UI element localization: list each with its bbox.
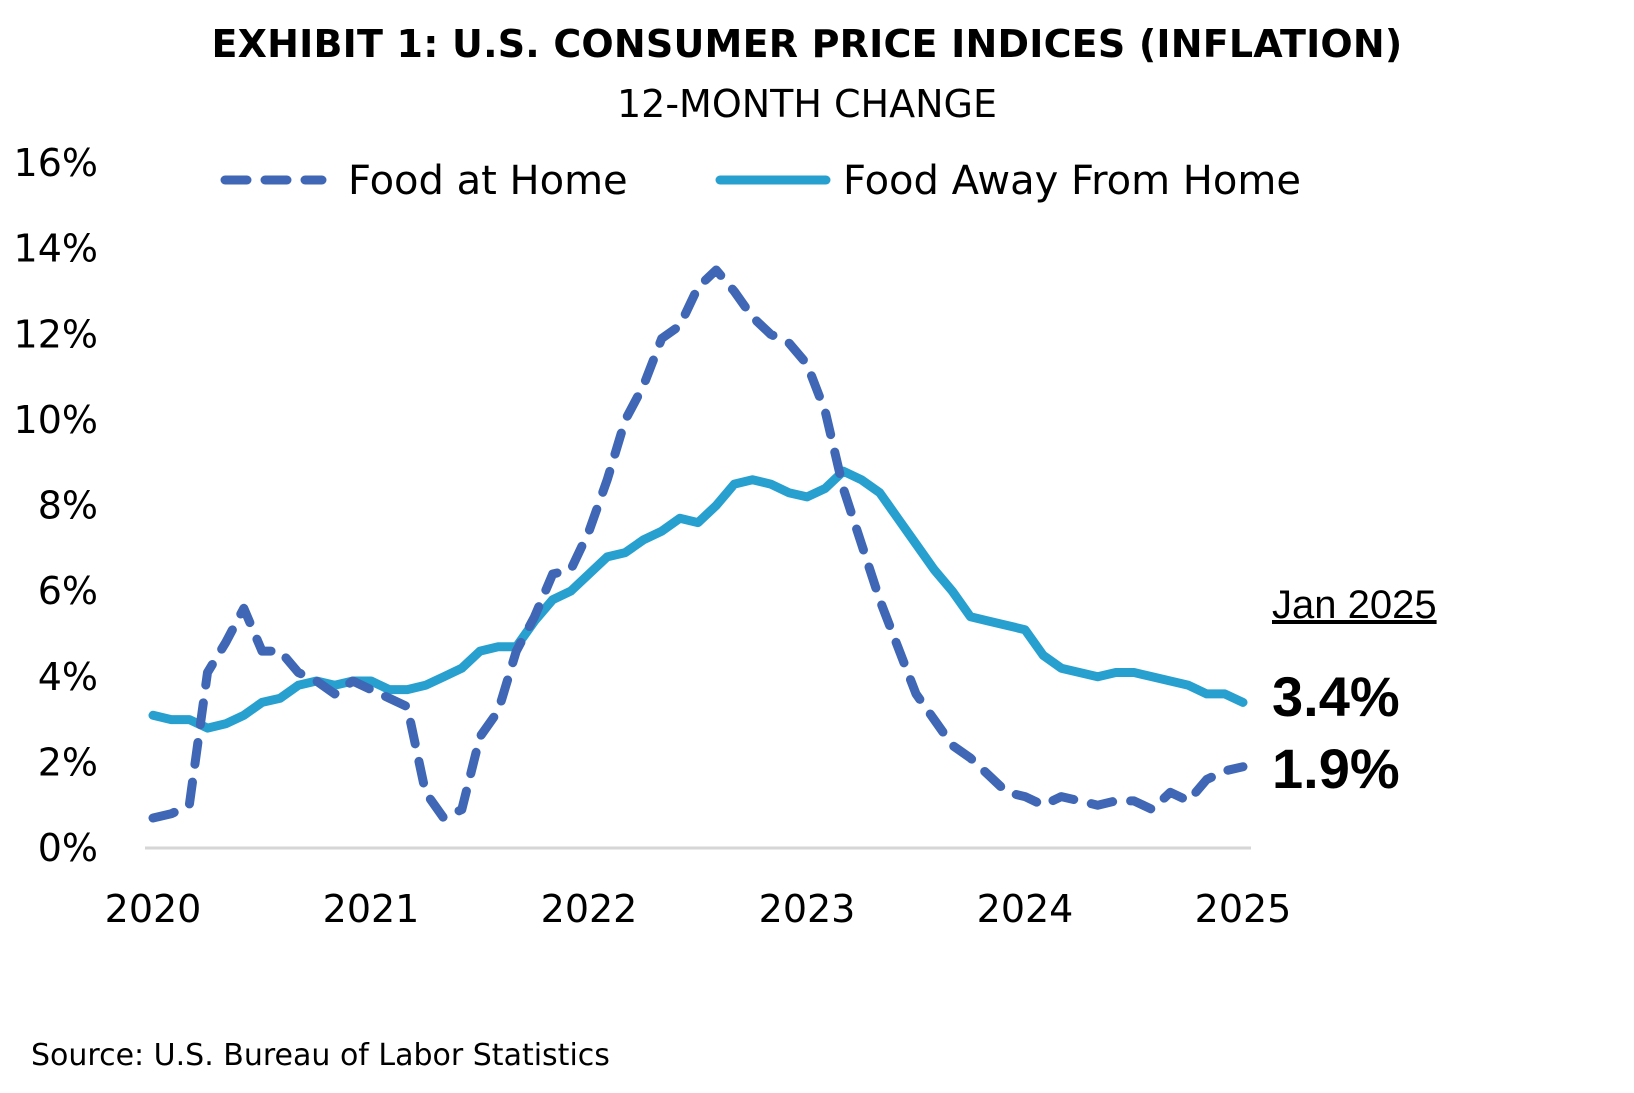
series-layer: [148, 265, 1248, 823]
x-tick-label: 2020: [105, 887, 202, 931]
legend-label: Food Away From Home: [843, 158, 1301, 204]
annotation-value: 1.9%: [1272, 737, 1400, 800]
legend-item: Food at Home: [220, 158, 628, 204]
x-tick-label: 2022: [541, 887, 638, 931]
legend-item: Food Away From Home: [715, 158, 1301, 204]
source-note: Source: U.S. Bureau of Labor Statistics: [31, 1038, 610, 1073]
series-line-food-at-home: [148, 265, 1248, 823]
chart-title: EXHIBIT 1: U.S. CONSUMER PRICE INDICES (…: [211, 22, 1403, 66]
y-tick-label: 0%: [38, 826, 98, 870]
end-annotations: Jan 2025 3.4% 1.9%: [1272, 583, 1437, 800]
x-axis: 2020 2021 2022 2023 2024 2025: [105, 887, 1292, 931]
y-tick-label: 12%: [14, 312, 98, 356]
y-tick-label: 6%: [38, 569, 98, 613]
x-tick-label: 2024: [977, 887, 1074, 931]
y-tick-label: 4%: [38, 655, 98, 699]
y-tick-label: 2%: [38, 740, 98, 784]
y-tick-label: 16%: [14, 141, 98, 185]
x-tick-label: 2025: [1195, 887, 1292, 931]
series-line-food-away-from-home: [148, 466, 1248, 733]
legend-label: Food at Home: [348, 158, 628, 204]
chart-subtitle: 12-MONTH CHANGE: [616, 82, 998, 126]
x-tick-label: 2021: [323, 887, 420, 931]
annotation-value: 3.4%: [1272, 665, 1400, 728]
legend: Food at Home Food Away From Home: [220, 158, 1301, 204]
annotation-date: Jan 2025: [1272, 583, 1437, 627]
y-tick-label: 8%: [38, 484, 98, 528]
y-tick-label: 10%: [14, 398, 98, 442]
x-tick-label: 2023: [759, 887, 856, 931]
y-axis: 0% 2% 4% 6% 8% 10% 12% 14% 16%: [14, 141, 98, 870]
y-tick-label: 14%: [14, 227, 98, 271]
